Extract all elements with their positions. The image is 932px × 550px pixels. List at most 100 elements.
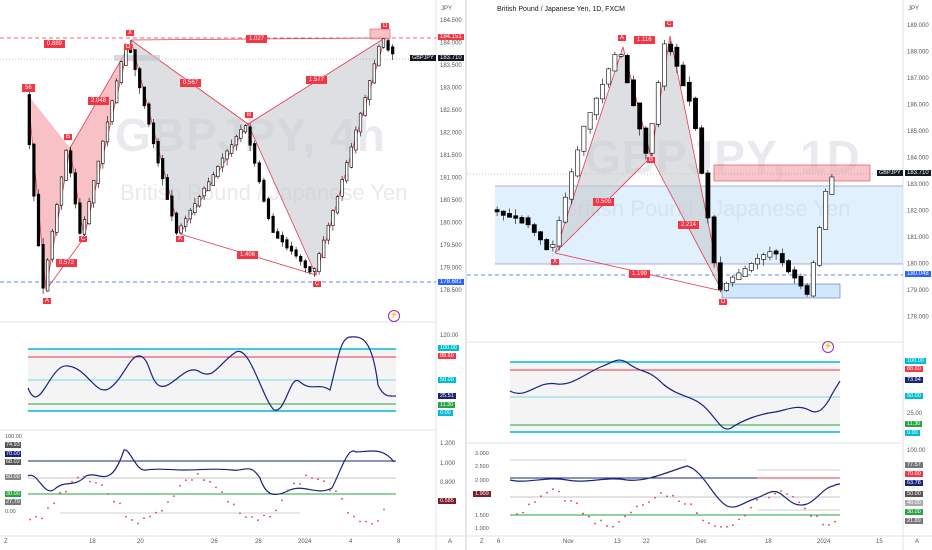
indicator-dot <box>570 499 572 502</box>
right-price-axis[interactable]: 189.000 188.000 187.000 186.000 185.000 184.0… <box>907 23 929 321</box>
indicator-dot <box>666 495 668 498</box>
left-chart-svg[interactable]: 184.500184.000183.500183.000182.500182.0… <box>0 0 465 550</box>
right-date-axis[interactable]: Z 6 Nov 13 22 Dec 18 2024 15 A <box>467 536 932 550</box>
candle-body <box>50 230 54 260</box>
candle-body <box>587 112 593 130</box>
left-date-2: 26 <box>211 539 218 545</box>
right-date-2: 13 <box>614 539 621 545</box>
left-footer-z[interactable]: Z <box>4 539 8 545</box>
left-indicator2-dots <box>29 472 385 525</box>
candle-body <box>519 217 525 224</box>
candle-body <box>600 84 605 100</box>
pane-divider[interactable] <box>465 0 467 550</box>
candle-body <box>569 171 574 200</box>
candle-body <box>742 268 748 278</box>
indicator-dot <box>750 506 752 509</box>
indicator-dot <box>365 520 367 523</box>
indicator-dot <box>335 490 337 493</box>
indicator-dot <box>125 515 127 518</box>
left-ratio-56: 56 <box>22 84 35 92</box>
candle-body <box>92 180 96 204</box>
candle-body <box>151 122 156 145</box>
price-tick: 181.000 <box>907 235 929 241</box>
left-price-axis[interactable]: 184.500 184.000 183.500 183.000 182.500 182.0… <box>440 18 462 294</box>
indicator-dot <box>263 514 265 517</box>
price-tick: 184.000 <box>440 41 462 47</box>
candle-body <box>730 276 736 283</box>
left-osc-label-bottom: 0.00 <box>438 410 453 416</box>
price-tick: 180.000 <box>907 262 929 268</box>
candle-body <box>207 181 211 192</box>
candle-body <box>662 43 667 87</box>
candle-body <box>538 231 543 241</box>
indicator-dot <box>209 480 211 483</box>
right-price-badge-blue: 180.048 <box>905 271 931 277</box>
left-point-c1: C <box>79 236 88 242</box>
right-red-zone <box>713 164 871 182</box>
indicator-dot <box>822 523 824 526</box>
candle-body <box>649 122 655 154</box>
candle-body <box>631 79 636 107</box>
candle-body <box>96 160 100 184</box>
right-ratio-0509: 0.509 <box>593 198 615 206</box>
candle-body <box>349 146 353 168</box>
candle-body <box>500 210 506 216</box>
candle-body <box>73 172 77 205</box>
indicator-dot <box>678 500 680 503</box>
price-tick: 184.000 <box>907 156 929 162</box>
left-date-axis[interactable]: Z 18 20 26 28 2024 4 8 A <box>0 536 465 550</box>
candle-body <box>637 102 643 130</box>
right-point-a: A <box>618 35 627 41</box>
left-ratio-2048: 2.048 <box>88 97 110 105</box>
indicator-dot <box>780 489 782 492</box>
indicator-dot <box>546 491 548 494</box>
left-ind2-tick-1: 1.000 <box>440 461 456 467</box>
indicator-dot <box>29 518 31 521</box>
candle-body <box>525 217 531 226</box>
right-ind2-d: 63.78 <box>905 480 923 486</box>
price-tick: 179.000 <box>440 266 462 272</box>
candle-body <box>193 203 197 213</box>
left-ratio-0889: 0.889 <box>44 40 66 48</box>
indicator-dot <box>696 512 698 514</box>
indicator-dot <box>798 501 800 504</box>
right-point-b: B <box>647 157 656 163</box>
indicator-dot <box>684 503 686 505</box>
candle-body <box>655 82 661 125</box>
left-ind2-tick-2: 0.800 <box>440 480 456 486</box>
candle-body <box>257 162 261 183</box>
left-date-0: 18 <box>89 539 96 545</box>
indicator-dot <box>35 515 37 518</box>
indicator-dot <box>516 513 518 515</box>
candle-body <box>550 244 556 248</box>
candle-body <box>280 234 284 243</box>
right-footer-a[interactable]: A <box>915 539 920 545</box>
right-footer-z[interactable]: Z <box>480 539 484 545</box>
lightning-icon-right[interactable]: ⚡ <box>822 341 834 353</box>
candle-body <box>817 227 822 266</box>
indicator-dot <box>768 496 770 499</box>
lightning-icon[interactable]: ⚡ <box>388 310 400 322</box>
candle-body <box>110 100 114 122</box>
right-ind2-e: 50.00 <box>905 491 923 497</box>
candle-body <box>618 54 624 57</box>
candle-body <box>271 215 275 233</box>
candle-body <box>248 126 252 146</box>
right-point-x: X <box>551 259 560 265</box>
right-chart-svg[interactable]: 189.000 188.000 187.000 186.000 185.000 184.0… <box>467 0 932 550</box>
indicator-dot <box>612 525 614 528</box>
left-ratio-0572: 0.572 <box>56 259 78 267</box>
left-pattern-2-fill-a <box>131 40 248 234</box>
left-date-1: 20 <box>137 539 144 545</box>
right-chart-pane[interactable]: British Pound / Japanese Yen, 1D, FXCM J… <box>467 0 932 550</box>
candle-body <box>494 209 500 213</box>
left-footer-a[interactable]: A <box>448 539 453 545</box>
price-tick: 179.000 <box>907 288 929 294</box>
indicator-dot <box>119 502 121 505</box>
candle-body <box>289 245 294 252</box>
indicator-dot <box>534 501 536 503</box>
left-chart-pane[interactable]: GBPJPY, 4h British Pound / Japanese Yen … <box>0 0 465 550</box>
candle-body <box>239 129 243 139</box>
indicator-dot <box>582 512 584 515</box>
candle-body <box>606 68 612 85</box>
